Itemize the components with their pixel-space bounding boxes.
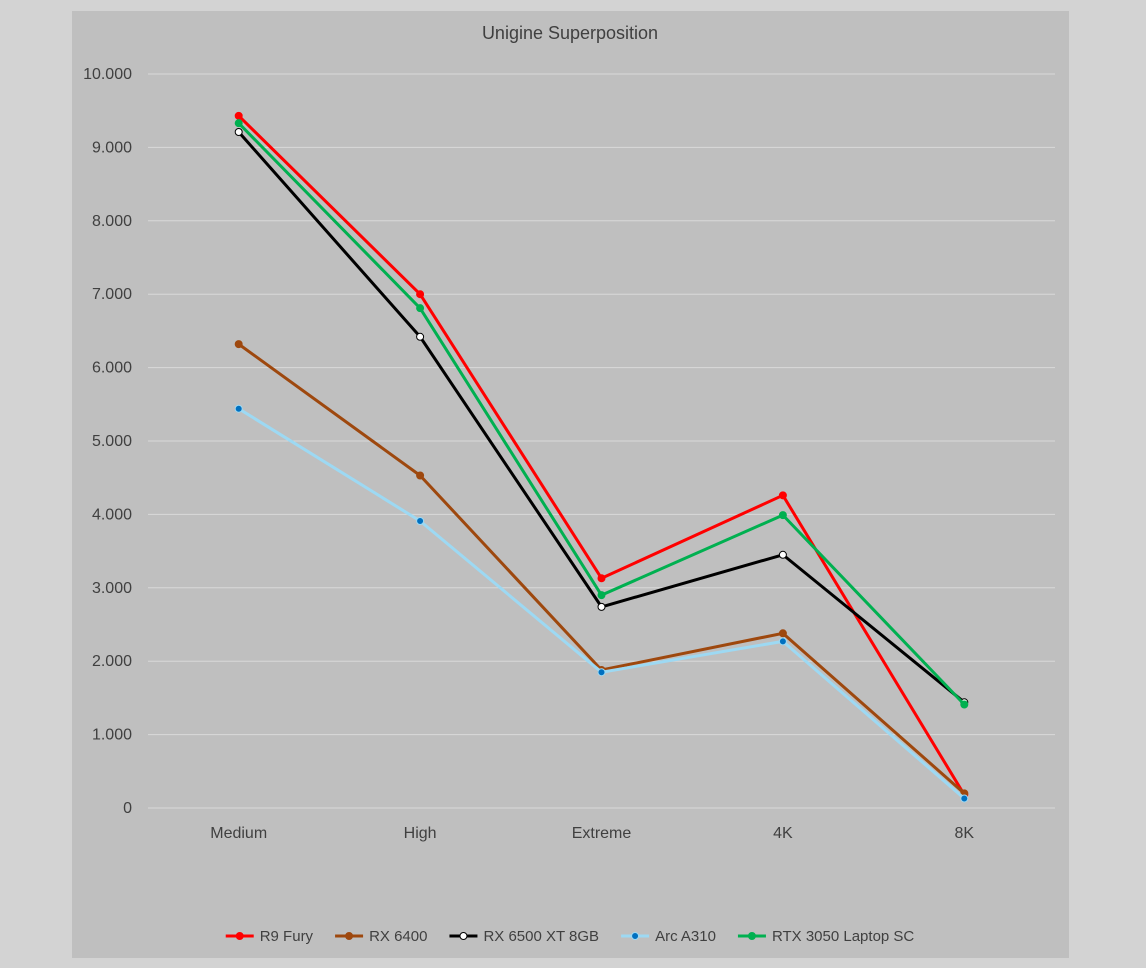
- legend-label: Arc A310: [655, 928, 716, 945]
- data-point: [778, 491, 787, 500]
- y-tick-label: 9.000: [92, 139, 132, 156]
- data-point: [416, 471, 425, 480]
- data-point: [416, 290, 425, 299]
- data-point: [416, 304, 425, 313]
- data-point: [416, 332, 425, 341]
- legend-marker: [235, 932, 244, 940]
- series-r9-fury: [234, 111, 969, 799]
- series-rx-6500-xt-8gb: [234, 127, 969, 707]
- legend: R9 Fury RX 6400 RX 6500 XT 8GB Arc A310 RTX …: [225, 928, 914, 945]
- x-tick-label: High: [404, 825, 437, 842]
- data-point: [234, 111, 243, 120]
- data-point: [597, 574, 606, 583]
- data-point: [234, 127, 243, 136]
- chart-title: Unigine Superposition: [482, 23, 658, 43]
- y-tick-label: 10.000: [83, 66, 132, 83]
- series-line: [237, 114, 966, 796]
- data-point: [416, 517, 425, 526]
- x-tick-label: Medium: [210, 825, 267, 842]
- series-rtx-3050-laptop-sc: [234, 119, 969, 709]
- series-line: [237, 342, 966, 795]
- x-tick-label: 4K: [773, 825, 793, 842]
- data-point: [778, 511, 787, 520]
- data-point: [960, 700, 969, 709]
- y-tick-label: 6.000: [92, 360, 132, 377]
- chart-panel: Unigine Superposition 0 1.000 2.000 3.000 4.…: [72, 11, 1069, 958]
- data-point: [597, 591, 606, 600]
- data-point: [597, 668, 606, 677]
- data-point: [234, 340, 243, 349]
- data-point: [778, 629, 787, 638]
- x-axis-tick-labels: Medium High Extreme 4K 8K: [210, 825, 974, 842]
- x-tick-label: 8K: [955, 825, 975, 842]
- y-tick-label: 3.000: [92, 580, 132, 597]
- data-point: [778, 637, 787, 646]
- y-tick-label: 1.000: [92, 727, 132, 744]
- data-point: [960, 794, 969, 803]
- y-axis-tick-labels: 0 1.000 2.000 3.000 4.000 5.000 6.000 7.000 8.00…: [83, 66, 132, 817]
- legend-marker: [631, 932, 640, 940]
- data-point: [234, 404, 243, 413]
- y-tick-label: 7.000: [92, 286, 132, 303]
- legend-label: RX 6400: [369, 928, 427, 945]
- legend-label: RX 6500 XT 8GB: [483, 928, 599, 945]
- x-tick-label: Extreme: [572, 825, 632, 842]
- legend-marker: [345, 932, 354, 940]
- line-chart: Unigine Superposition 0 1.000 2.000 3.000 4.…: [83, 23, 1055, 945]
- gridlines: [148, 73, 1055, 809]
- data-point: [234, 119, 243, 128]
- y-tick-label: 5.000: [92, 433, 132, 450]
- legend-marker: [459, 932, 468, 940]
- legend-marker: [747, 932, 756, 940]
- y-tick-label: 8.000: [92, 213, 132, 230]
- y-tick-label: 4.000: [92, 506, 132, 523]
- data-point: [778, 550, 787, 559]
- data-point: [597, 602, 606, 611]
- y-tick-label: 0: [123, 800, 132, 817]
- series-rx-6400: [234, 340, 969, 798]
- series-arc-a310: [234, 404, 969, 803]
- legend-label: RTX 3050 Laptop SC: [772, 928, 914, 945]
- y-tick-label: 2.000: [92, 653, 132, 670]
- legend-label: R9 Fury: [260, 928, 314, 945]
- series-lines: [234, 111, 969, 803]
